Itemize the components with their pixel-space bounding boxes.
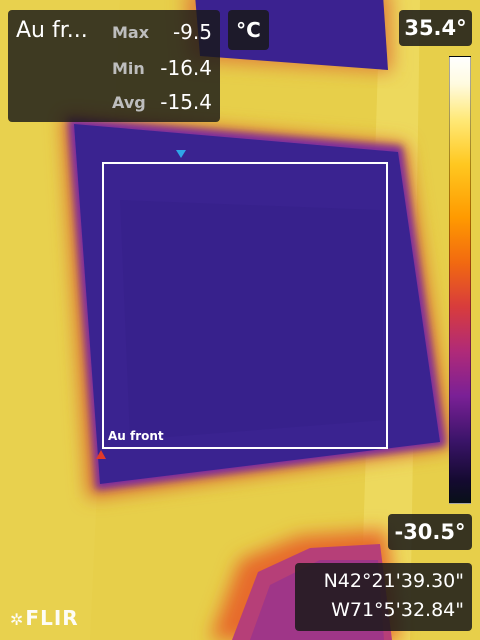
measurement-box-label: Au front bbox=[108, 429, 164, 443]
flir-logo-text: FLIR bbox=[25, 606, 79, 630]
stat-key-min: Min bbox=[112, 59, 145, 78]
gps-latitude: N42°21'39.30" bbox=[323, 570, 464, 592]
stat-key-max: Max bbox=[112, 23, 150, 42]
flir-logo-icon: ✲ bbox=[10, 610, 25, 629]
stat-value-avg: -15.4 bbox=[160, 90, 212, 114]
stat-row-avg: Avg -15.4 bbox=[8, 88, 220, 116]
measurement-panel: Au fr... Max -9.5 Min -16.4 Avg -15.4 bbox=[8, 10, 220, 122]
stat-key-avg: Avg bbox=[112, 93, 146, 112]
temperature-unit[interactable]: °C bbox=[228, 10, 269, 50]
stat-value-min: -16.4 bbox=[160, 56, 212, 80]
gps-longitude: W71°5'32.84" bbox=[331, 599, 464, 621]
cold-spot-marker-icon bbox=[176, 150, 186, 158]
measurement-box[interactable] bbox=[102, 162, 388, 449]
measurement-area-label[interactable]: Au fr... bbox=[16, 18, 88, 43]
scale-min-temperature[interactable]: -30.5° bbox=[388, 514, 472, 550]
stat-row-max: Max -9.5 bbox=[8, 18, 220, 46]
color-scale-bar bbox=[449, 56, 471, 504]
stat-value-max: -9.5 bbox=[172, 20, 212, 44]
stat-row-min: Min -16.4 bbox=[8, 54, 220, 82]
gps-coordinates: N42°21'39.30" W71°5'32.84" bbox=[295, 563, 472, 631]
hot-spot-marker-icon bbox=[96, 450, 106, 459]
flir-logo: ✲FLIR bbox=[10, 606, 79, 630]
scale-max-temperature[interactable]: 35.4° bbox=[399, 10, 472, 46]
